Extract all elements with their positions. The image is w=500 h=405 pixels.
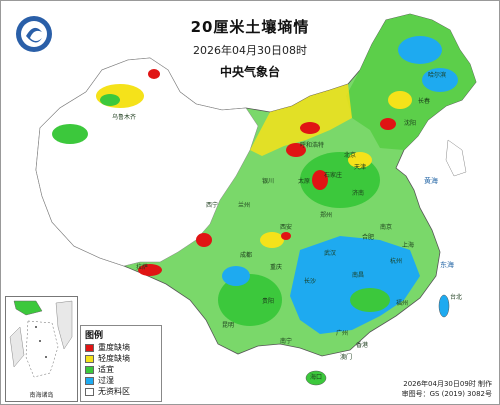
footer: 2026年04月30日09时 制作 审图号：GS (2019) 3082号 xyxy=(402,379,492,399)
taiwan xyxy=(438,294,450,318)
sw-wet xyxy=(222,266,250,286)
legend-swatch xyxy=(85,354,94,363)
severe-patch-sc xyxy=(281,232,291,240)
city-label-haerbin: 哈尔滨 xyxy=(428,72,447,79)
legend-swatch xyxy=(85,376,94,385)
severe-patch-shanxi xyxy=(286,143,306,157)
sea-label-yellow: 黄海 xyxy=(424,177,438,185)
city-label-lanzhou: 兰州 xyxy=(238,202,251,209)
no-data-region-west xyxy=(35,57,259,267)
city-label-wuhan: 武汉 xyxy=(324,250,337,257)
severe-patch-sw xyxy=(196,233,212,247)
city-label-chengdu: 成都 xyxy=(240,252,253,259)
legend-swatch xyxy=(85,365,94,374)
city-label-hefei: 合肥 xyxy=(362,234,375,241)
legend-title: 图例 xyxy=(85,331,104,341)
korea-peninsula xyxy=(445,139,467,177)
city-label-tianjin: 天津 xyxy=(354,164,367,171)
city-label-haikou: 海口 xyxy=(310,374,323,381)
cma-logo xyxy=(14,14,54,54)
wet-patch-ne2 xyxy=(422,68,458,92)
legend-label: 适宜 xyxy=(98,365,114,374)
review-number: 审图号：GS (2019) 3082号 xyxy=(401,390,492,398)
south-wet-region xyxy=(290,236,420,334)
legend-label: 过湿 xyxy=(98,376,114,385)
inner-mongolia-strip xyxy=(250,84,352,156)
city-label-kunming: 昆明 xyxy=(222,322,235,329)
city-label-taiyuan: 太原 xyxy=(298,178,311,185)
south-green xyxy=(350,288,390,312)
inset-label: 南海诸岛 xyxy=(29,392,54,399)
city-label-fuzhou: 福州 xyxy=(396,300,409,307)
hainan xyxy=(305,370,327,386)
city-label-nanjing: 南京 xyxy=(380,224,393,231)
title-block: 20厘米土壤墒情 2026年04月30日08时 中央气象台 xyxy=(150,16,350,80)
city-label-beijing: 北京 xyxy=(344,152,357,159)
severe-patch-ne xyxy=(380,118,396,130)
city-label-chongqing: 重庆 xyxy=(270,264,283,271)
legend-swatch xyxy=(85,387,94,396)
city-label-guiyang: 贵阳 xyxy=(262,298,275,305)
city-label-yinchuan: 银川 xyxy=(262,178,275,185)
page-title: 20厘米土壤墒情 xyxy=(190,18,310,36)
legend-item-severe-dry: 重度缺墒 xyxy=(85,342,161,353)
city-label-shanghai: 上海 xyxy=(402,242,415,249)
legend-item-too-wet: 过湿 xyxy=(85,375,161,386)
xinjiang-west-green xyxy=(52,124,88,144)
legend-swatch xyxy=(85,343,94,352)
city-label-guangzhou: 广州 xyxy=(336,330,349,337)
sea-label-east: 东海 xyxy=(440,261,454,269)
legend-item-suitable: 适宜 xyxy=(85,364,161,375)
legend-item-no-data: 无资料区 xyxy=(85,386,161,397)
city-label-huhehaote: 呼和浩特 xyxy=(300,142,325,149)
made-time: 2026年04月30日09时 制作 xyxy=(403,380,492,388)
sichuan-dry xyxy=(260,232,284,248)
legend-label: 重度缺墒 xyxy=(98,343,130,352)
northeast-region xyxy=(346,14,476,150)
city-label-hangzhou: 杭州 xyxy=(390,258,403,265)
dry-patch-shandong xyxy=(348,152,372,168)
city-label-zhengzhou: 郑州 xyxy=(320,212,333,219)
issue-datetime: 2026年04月30日08时 xyxy=(193,44,307,57)
city-label-jinan: 济南 xyxy=(352,190,365,197)
xinjiang-severe xyxy=(148,69,160,79)
city-label-xining: 西宁 xyxy=(206,202,219,209)
dry-patch-ne xyxy=(388,91,412,109)
city-label-nanchang: 南昌 xyxy=(352,272,365,279)
agency-name: 中央气象台 xyxy=(219,65,280,79)
city-label-changsha: 长沙 xyxy=(304,278,317,285)
city-label-xian: 西安 xyxy=(280,224,293,231)
city-label-shenyang: 沈阳 xyxy=(404,120,417,127)
city-label-changchun: 长春 xyxy=(418,98,431,105)
city-label-aomen: 澳门 xyxy=(340,354,353,361)
severe-patch-n xyxy=(300,122,320,134)
xinjiang-north-green xyxy=(100,94,120,106)
legend-item-mild-dry: 轻度缺墒 xyxy=(85,353,161,364)
city-label-xianggang: 香港 xyxy=(356,342,369,349)
city-label-taibei: 台北 xyxy=(450,294,463,301)
legend: 图例 重度缺墒 轻度缺墒 适宜 过湿 无资料区 xyxy=(80,325,162,402)
inset-map xyxy=(9,300,73,378)
city-label-shijiazhuang: 石家庄 xyxy=(324,172,343,179)
south-china-sea-inset: 南海诸岛 xyxy=(5,296,78,402)
southwest-green xyxy=(218,274,282,326)
city-label-wulumuqi: 乌鲁木齐 xyxy=(112,114,137,121)
severe-patch-hebei xyxy=(312,170,328,190)
legend-label: 无资料区 xyxy=(98,387,130,396)
city-label-lasa: 拉萨 xyxy=(136,264,149,271)
wet-patch-ne1 xyxy=(398,36,442,64)
tibet-severe xyxy=(138,264,162,276)
city-label-nanning: 南宁 xyxy=(280,338,293,345)
legend-label: 轻度缺墒 xyxy=(98,354,130,363)
